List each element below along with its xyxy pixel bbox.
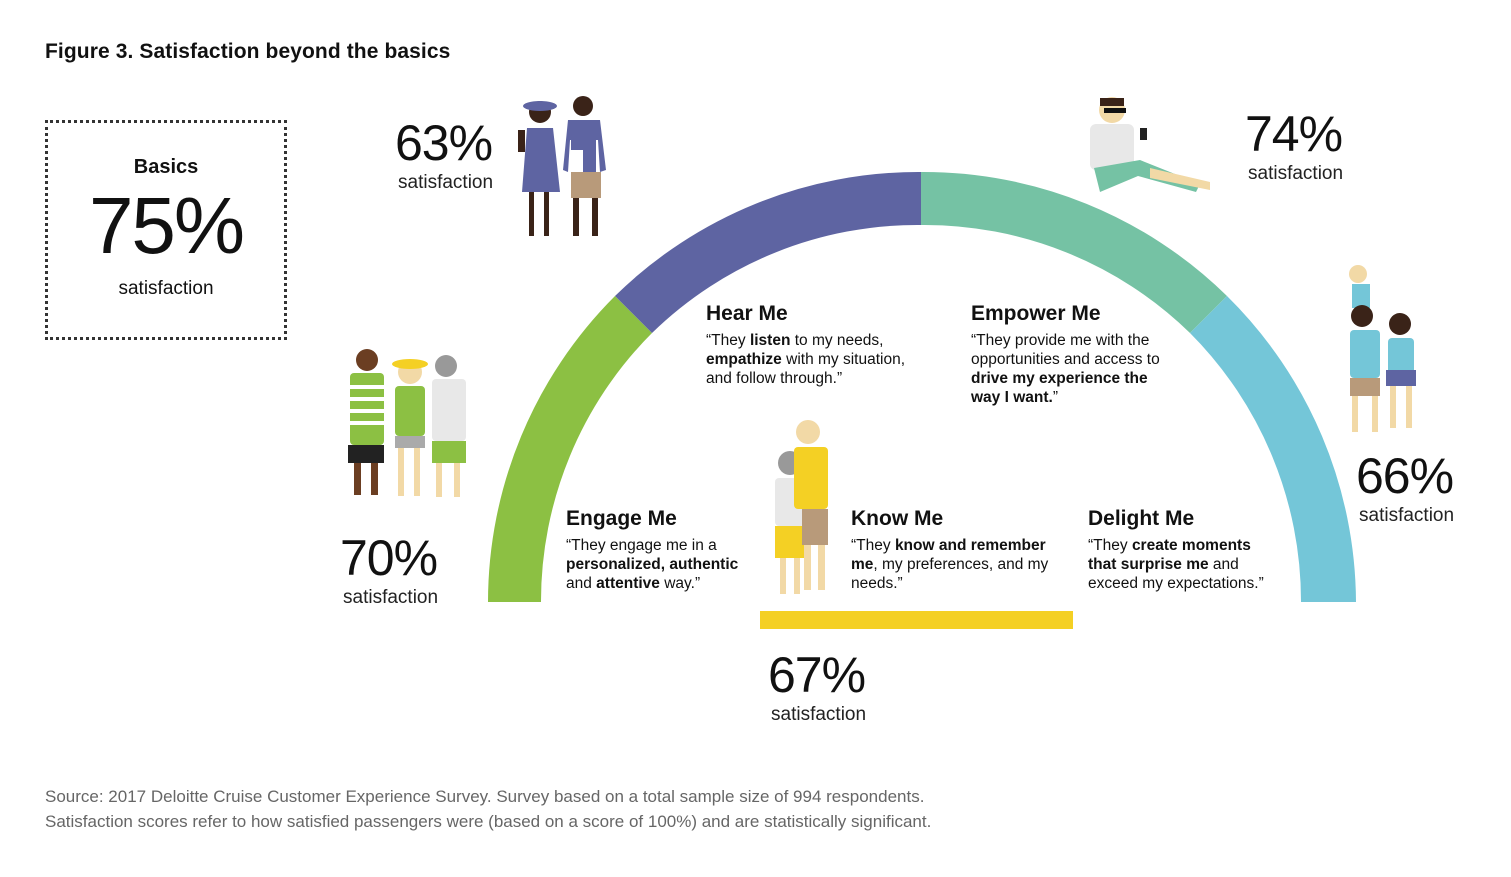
source-line-2: Satisfaction scores refer to how satisfi… [45,812,932,831]
engage-caption: satisfaction [343,587,439,608]
segment-know-title: Know Me [851,507,944,530]
engage-stat: 70% satisfaction [340,533,438,607]
delight-pct: 66% [1356,448,1454,504]
segment-empower: Empower Me “They provide me with the opp… [971,303,1171,407]
family-icon [1349,265,1416,432]
empower-caption: satisfaction [1248,163,1344,184]
segment-know: Know Me “They know and remember me, my p… [851,508,1066,593]
know-stat: 67% satisfaction [768,650,866,724]
arc-segment-engage [488,296,652,602]
segment-empower-title: Empower Me [971,302,1101,325]
arc-segment-delight [1190,296,1356,602]
segment-engage-title: Engage Me [566,507,677,530]
basics-caption: satisfaction [118,278,214,299]
arc-segment-hear [615,171,921,333]
empower-pct: 74% [1245,106,1343,162]
hear-stat: 63% satisfaction [395,118,493,192]
engage-pct: 70% [340,530,438,586]
know-pct: 67% [768,647,866,703]
segment-engage: Engage Me “They engage me in a personali… [566,508,756,593]
segment-delight-title: Delight Me [1088,507,1195,530]
source-note: Source: 2017 Deloitte Cruise Customer Ex… [45,784,931,834]
man-with-phone-icon [1090,97,1210,192]
segment-hear-title: Hear Me [706,302,788,325]
segment-empower-quote: “They provide me with the opportunities … [971,332,1160,406]
segment-hear: Hear Me “They listen to my needs, empath… [706,303,906,388]
empower-stat: 74% satisfaction [1245,109,1343,183]
basics-box [45,120,287,340]
hear-pct: 63% [395,115,493,171]
basics-label: Basics [133,156,199,178]
delight-caption: satisfaction [1359,505,1455,526]
segment-engage-quote: “They engage me in a personalized, authe… [566,537,739,592]
elderly-couple-icon [775,420,828,594]
segment-hear-quote: “They listen to my needs, empathize with… [706,332,905,387]
hear-caption: satisfaction [398,172,494,193]
segment-know-quote: “They know and remember me, my preferenc… [851,537,1049,592]
source-line-1: Source: 2017 Deloitte Cruise Customer Ex… [45,787,925,806]
delight-stat: 66% satisfaction [1356,451,1454,525]
segment-delight-quote: “They create moments that surprise me an… [1088,537,1264,592]
arc-segment-empower [921,171,1227,333]
know-caption: satisfaction [771,704,867,725]
figure-title: Figure 3. Satisfaction beyond the basics [45,40,451,63]
basics-value: 75% [88,181,245,270]
bar-segment-know [760,611,1073,629]
segment-delight: Delight Me “They create moments that sur… [1088,508,1283,593]
couple-icon [518,96,606,236]
group-of-three-icon [348,349,466,497]
